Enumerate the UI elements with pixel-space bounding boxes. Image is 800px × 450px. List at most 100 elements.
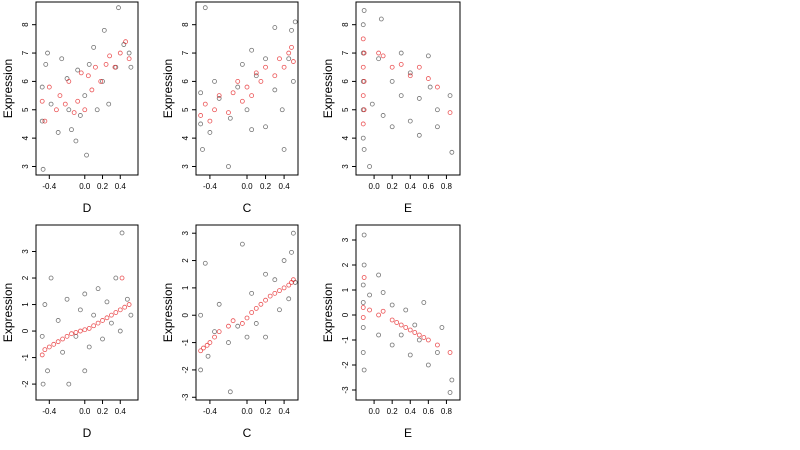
y-tick-label: 3	[21, 164, 30, 169]
red-data-point	[212, 334, 217, 340]
scatter-panel-3: 0.0 0.2 0.4 0.6 0.8 3 4 5 6 7 8 E Expression	[321, 1, 461, 215]
y-axis-label: Expression	[161, 59, 175, 118]
x-tick-label: -0.4	[203, 407, 217, 416]
black-data-point	[226, 164, 231, 169]
red-data-point	[360, 36, 366, 42]
black-data-point	[407, 352, 413, 358]
red-data-point	[421, 335, 427, 340]
red-data-point	[42, 347, 48, 353]
black-data-point	[361, 367, 367, 373]
y-axis-label: Expression	[1, 283, 15, 342]
x-tick-label: 0.4	[405, 407, 417, 416]
red-data-point	[376, 50, 382, 56]
red-data-point	[253, 305, 259, 311]
y-tick-label: -2	[21, 380, 30, 388]
plot-frame	[35, 224, 139, 401]
black-data-point	[253, 321, 259, 326]
black-data-point	[290, 230, 296, 236]
red-data-point	[77, 328, 83, 334]
black-data-point	[380, 113, 386, 118]
black-data-point	[235, 84, 241, 90]
black-data-point	[289, 249, 294, 255]
red-data-point	[126, 302, 132, 307]
red-data-point	[244, 84, 250, 90]
red-data-point	[207, 118, 213, 124]
black-data-point	[212, 79, 217, 84]
black-data-point	[39, 333, 45, 339]
black-data-point	[66, 107, 72, 113]
red-data-point	[289, 44, 294, 50]
red-data-point	[249, 93, 255, 98]
black-data-point	[86, 344, 92, 350]
red-data-point	[122, 304, 128, 310]
black-data-point	[82, 368, 88, 374]
black-data-point	[376, 332, 382, 338]
black-data-point	[360, 350, 366, 355]
black-data-point	[279, 107, 285, 113]
black-data-point	[82, 291, 88, 297]
black-data-point	[45, 368, 50, 374]
red-data-point	[281, 64, 287, 70]
red-data-point	[447, 350, 453, 355]
red-data-point	[361, 79, 367, 84]
x-axis-label: E	[404, 201, 412, 215]
y-tick-label: 3	[181, 230, 190, 235]
red-data-point	[93, 64, 98, 70]
black-data-point	[389, 302, 395, 308]
red-data-point	[258, 79, 264, 84]
black-data-point	[235, 323, 241, 329]
black-data-point	[128, 312, 134, 318]
y-tick-label: 2	[181, 258, 190, 263]
black-data-point	[416, 132, 422, 138]
black-data-point	[128, 64, 134, 70]
black-data-point	[227, 115, 233, 121]
y-tick-label: -2	[341, 361, 350, 369]
red-data-point	[412, 330, 418, 335]
black-data-point	[216, 96, 222, 101]
red-data-point	[54, 107, 59, 113]
red-data-point	[425, 337, 431, 343]
plot-frame	[195, 1, 299, 176]
black-data-point	[40, 166, 46, 172]
black-data-point	[376, 56, 382, 62]
black-data-point	[45, 50, 50, 56]
x-tick-label: 0.0	[241, 182, 253, 191]
y-tick-label: 7	[181, 50, 190, 55]
black-data-point	[95, 286, 101, 292]
y-tick-label: 0	[181, 312, 190, 317]
red-data-point	[360, 93, 366, 98]
black-data-point	[378, 16, 384, 22]
y-tick-label: 7	[21, 50, 30, 55]
black-data-point	[77, 113, 83, 118]
red-data-point	[376, 312, 382, 318]
red-data-point	[361, 107, 367, 113]
red-data-point	[82, 107, 88, 113]
black-data-point	[398, 332, 404, 338]
black-data-point	[290, 79, 296, 84]
black-data-point	[367, 164, 372, 169]
red-data-point	[380, 308, 386, 314]
x-tick-label: 0.0	[369, 182, 381, 191]
red-data-point	[361, 275, 367, 280]
black-data-point	[239, 241, 245, 247]
black-data-point	[263, 56, 268, 62]
red-data-point	[117, 50, 123, 56]
black-data-point	[198, 90, 204, 96]
x-tick-label: 0.4	[405, 182, 417, 191]
x-tick-label: 0.0	[241, 407, 253, 416]
red-data-point	[85, 73, 91, 79]
red-data-point	[360, 121, 366, 127]
black-data-point	[253, 73, 259, 79]
red-data-point	[226, 110, 231, 116]
x-axis-label: C	[243, 201, 252, 215]
red-data-point	[46, 84, 52, 90]
black-data-point	[263, 124, 268, 130]
black-data-point	[82, 93, 88, 98]
x-tick-label: 0.2	[387, 182, 399, 191]
red-data-point	[66, 79, 72, 84]
black-data-point	[198, 121, 204, 127]
red-data-point	[62, 101, 68, 107]
black-data-point	[361, 232, 367, 238]
black-data-point	[249, 47, 255, 53]
